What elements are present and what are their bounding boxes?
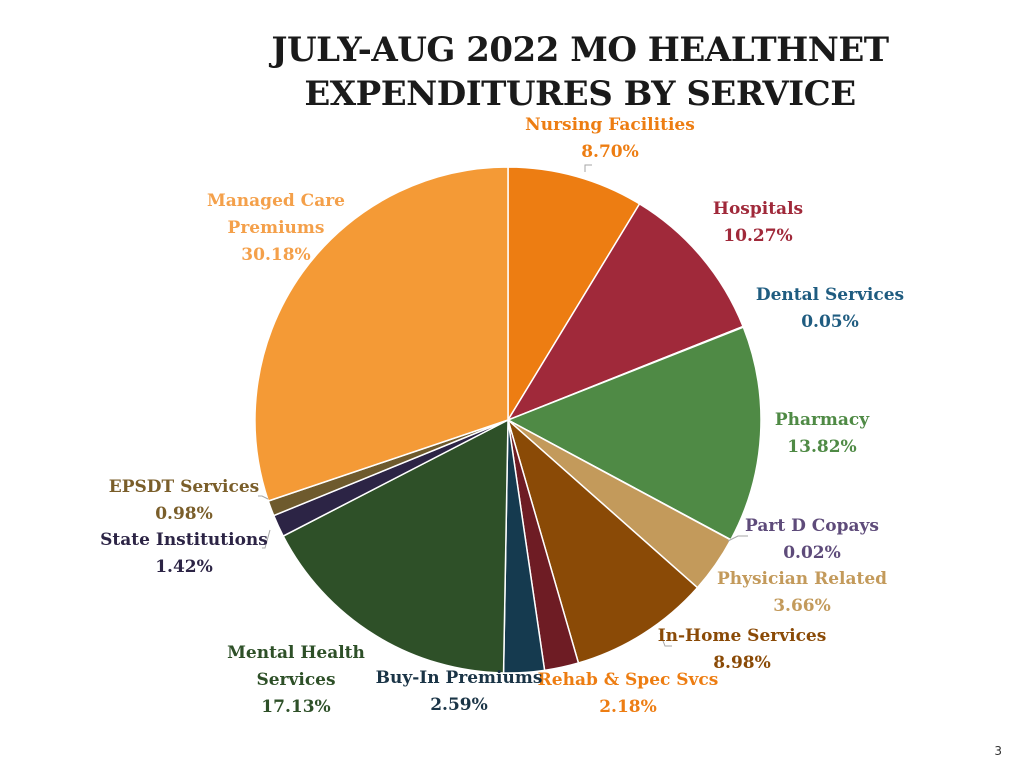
slice-name-managed-care-premiums: Managed Care xyxy=(207,191,345,211)
slice-value-buy-in-premiums: 2.59% xyxy=(430,695,488,715)
slice-value-part-d-copays: 0.02% xyxy=(783,543,841,563)
slice-name-managed-care-premiums: Premiums xyxy=(228,218,325,238)
slice-label-state-institutions: State Institutions 1.42% xyxy=(100,530,268,577)
slice-label-part-d-copays: Part D Copays 0.02% xyxy=(745,516,879,563)
chart-title-line-2: EXPENDITURES BY SERVICE xyxy=(304,74,856,114)
slice-value-physician-related: 3.66% xyxy=(773,596,831,616)
slice-value-state-institutions: 1.42% xyxy=(155,557,213,577)
chart-title-line-1: JULY-AUG 2022 MO HEALTHNET xyxy=(271,30,889,70)
leader-line-nursing-facilities xyxy=(584,164,592,172)
slice-name-rehab-spec-svcs: Rehab & Spec Svcs xyxy=(538,670,719,690)
leader-line-part-d-copays xyxy=(727,535,748,542)
slice-name-nursing-facilities: Nursing Facilities xyxy=(525,115,695,135)
slice-label-buy-in-premiums: Buy-In Premiums 2.59% xyxy=(376,668,543,715)
pie-slice-mental-health-services xyxy=(282,418,509,674)
pie-slices xyxy=(254,166,762,674)
leader-lines xyxy=(258,164,748,647)
leader-line-in-home-services xyxy=(659,632,672,647)
slice-label-dental-services: Dental Services 0.05% xyxy=(756,285,904,332)
slice-labels: Nursing Facilities 8.70% Hospitals 10.27% De… xyxy=(100,115,904,717)
slice-label-in-home-services: In-Home Services 8.98% xyxy=(658,626,827,673)
page-number: 3 xyxy=(994,744,1002,758)
pie-slice-pharmacy xyxy=(506,326,762,541)
slice-name-dental-services: Dental Services xyxy=(756,285,904,305)
slice-label-hospitals: Hospitals 10.27% xyxy=(713,199,803,246)
pie-slice-nursing-facilities xyxy=(507,166,641,423)
slice-name-part-d-copays: Part D Copays xyxy=(745,516,879,536)
slice-value-nursing-facilities: 8.70% xyxy=(581,142,639,162)
slice-name-hospitals: Hospitals xyxy=(713,199,803,219)
slice-value-mental-health-services: 17.13% xyxy=(261,697,330,717)
slice-name-pharmacy: Pharmacy xyxy=(775,410,870,430)
slice-name-mental-health-services: Mental Health xyxy=(227,643,365,663)
leader-line-epsdt-services xyxy=(258,495,269,500)
leader-line-state-institutions xyxy=(262,529,271,549)
slice-label-mental-health-services: Mental Health Services 17.13% xyxy=(227,643,365,717)
slice-value-pharmacy: 13.82% xyxy=(787,437,856,457)
pie-slice-in-home-services xyxy=(506,417,699,664)
slice-label-rehab-spec-svcs: Rehab & Spec Svcs 2.18% xyxy=(538,670,719,717)
slice-name-buy-in-premiums: Buy-In Premiums xyxy=(376,668,543,688)
slice-label-managed-care-premiums: Managed Care Premiums 30.18% xyxy=(207,191,345,265)
slice-value-dental-services: 0.05% xyxy=(801,312,859,332)
slice-name-physician-related: Physician Related xyxy=(717,569,887,589)
chart-title: JULY-AUG 2022 MO HEALTHNET EXPENDITURES … xyxy=(180,28,980,116)
slice-value-managed-care-premiums: 30.18% xyxy=(241,245,310,265)
slice-value-epsdt-services: 0.98% xyxy=(155,504,213,524)
slice-value-rehab-spec-svcs: 2.18% xyxy=(599,697,657,717)
pie-slice-managed-care-premiums xyxy=(254,166,509,502)
slice-name-state-institutions: State Institutions xyxy=(100,530,268,550)
slice-value-hospitals: 10.27% xyxy=(723,226,792,246)
slice-name-in-home-services: In-Home Services xyxy=(658,626,827,646)
pie-slice-hospitals xyxy=(506,202,745,422)
slice-value-in-home-services: 8.98% xyxy=(713,653,771,673)
slice-name-epsdt-services: EPSDT Services xyxy=(109,477,259,497)
slice-label-pharmacy: Pharmacy 13.82% xyxy=(775,410,870,457)
slice-label-physician-related: Physician Related 3.66% xyxy=(717,569,887,616)
slice-label-nursing-facilities: Nursing Facilities 8.70% xyxy=(525,115,695,162)
slice-label-epsdt-services: EPSDT Services 0.98% xyxy=(109,477,259,524)
slice-name-mental-health-services: Services xyxy=(256,670,335,690)
